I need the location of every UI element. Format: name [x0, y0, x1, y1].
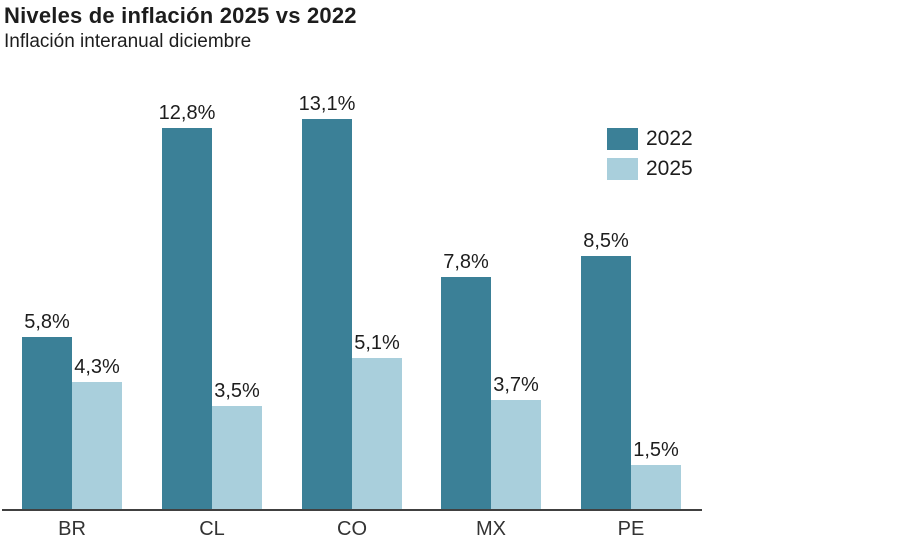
legend-label-2022: 2022 [646, 127, 693, 150]
chart-subtitle: Inflación interanual diciembre [4, 31, 252, 52]
value-label-cl-2025: 3,5% [214, 380, 260, 402]
bar-br-2022 [22, 337, 72, 510]
value-label-cl-2022: 12,8% [158, 102, 216, 124]
value-label-co-2025: 5,1% [354, 332, 400, 354]
legend-swatch-2022 [607, 128, 638, 150]
bar-cl-2022 [162, 128, 212, 510]
x-tick-br: BR [58, 518, 86, 537]
x-tick-pe: PE [617, 518, 645, 537]
value-label-co-2022: 13,1% [298, 93, 356, 115]
x-axis-line [2, 509, 702, 511]
value-label-mx-2025: 3,7% [493, 374, 539, 396]
value-label-br-2025: 4,3% [74, 356, 120, 378]
bar-mx-2025 [491, 400, 541, 510]
chart-title: Niveles de inflación 2025 vs 2022 [4, 3, 357, 28]
legend: 2022 2025 [607, 128, 693, 180]
legend-label-2025: 2025 [646, 157, 693, 180]
bar-pe-2022 [581, 256, 631, 510]
bar-mx-2022 [441, 277, 491, 510]
value-label-br-2022: 5,8% [24, 311, 70, 333]
value-label-mx-2022: 7,8% [443, 251, 489, 273]
bar-pe-2025 [631, 465, 681, 510]
x-tick-co: CO [337, 518, 367, 537]
bar-co-2025 [352, 358, 402, 510]
x-tick-cl: CL [199, 518, 225, 537]
legend-swatch-2025 [607, 158, 638, 180]
bar-co-2022 [302, 119, 352, 510]
legend-item-2022: 2022 [607, 128, 693, 150]
x-tick-mx: MX [476, 518, 506, 537]
value-label-pe-2022: 8,5% [583, 230, 629, 252]
bar-cl-2025 [212, 406, 262, 510]
value-label-pe-2025: 1,5% [633, 439, 679, 461]
legend-item-2025: 2025 [607, 158, 693, 180]
bar-br-2025 [72, 382, 122, 510]
